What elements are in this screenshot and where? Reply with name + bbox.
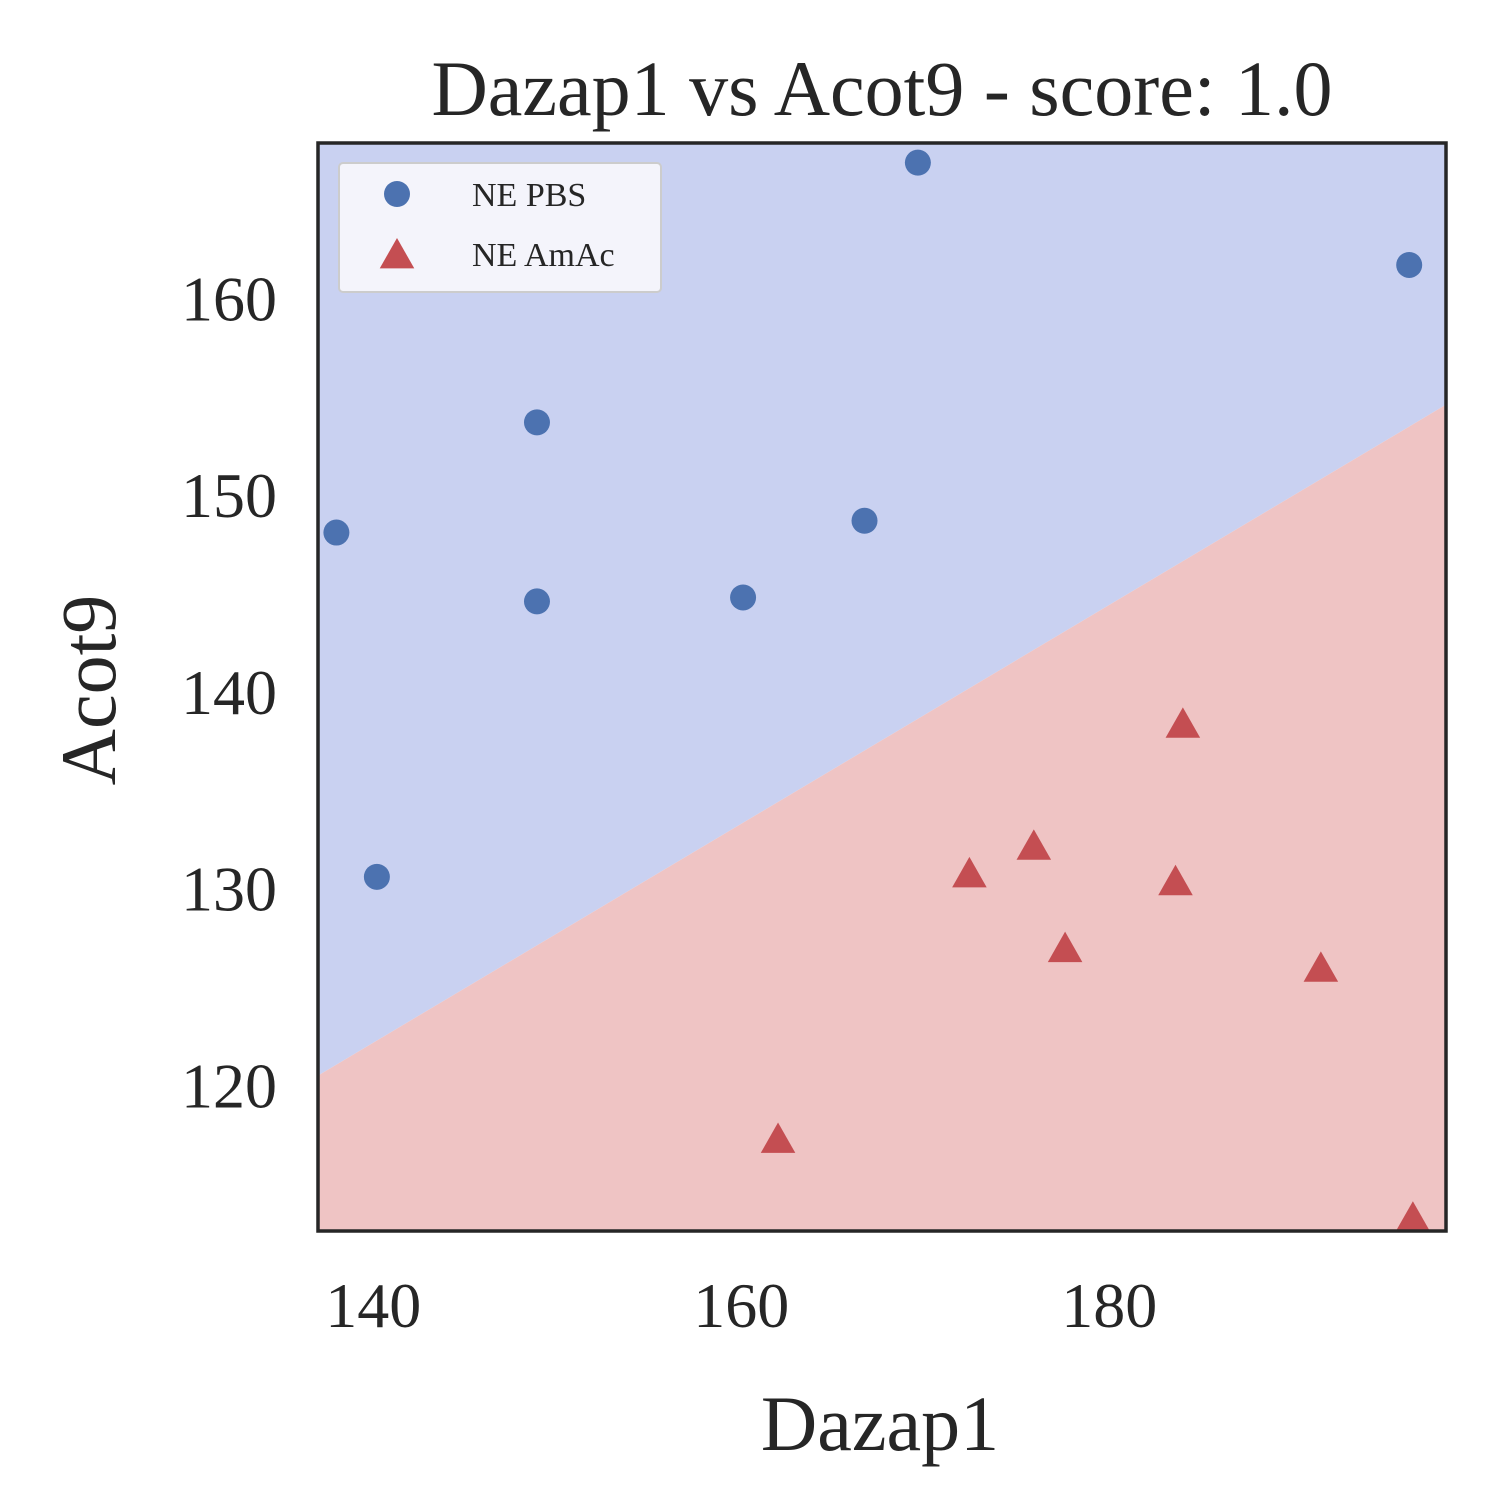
decision-regions <box>318 143 1446 1231</box>
region-ne-pbs <box>318 143 1446 1076</box>
y-tick-label: 140 <box>181 657 277 728</box>
data-point-circle <box>523 409 550 436</box>
data-point-circle <box>904 149 931 176</box>
y-tick-label: 150 <box>181 460 277 531</box>
legend-box <box>338 162 662 293</box>
y-axis-label: Acot9 <box>45 595 132 786</box>
y-tick-label: 120 <box>181 1050 277 1121</box>
x-axis-ticks: 140 160 180 <box>325 1270 1157 1341</box>
legend-marker-circle <box>384 181 410 207</box>
data-point-triangle <box>760 1122 796 1153</box>
data-point-triangle <box>1165 707 1201 738</box>
data-point-triangle <box>1303 951 1339 982</box>
data-point-triangle <box>1047 931 1083 963</box>
data-point-triangle <box>1395 1201 1430 1231</box>
data-point-triangle <box>1158 864 1193 896</box>
data-points <box>323 149 1430 1231</box>
data-point-circle <box>1396 251 1423 278</box>
x-axis-label: Dazap1 <box>761 1380 999 1467</box>
x-tick-label: 180 <box>1061 1270 1157 1341</box>
region-ne-amac <box>318 404 1446 1231</box>
data-point-circle <box>851 507 878 534</box>
plot-frame <box>316 141 1448 1233</box>
data-point-circle <box>363 863 390 890</box>
y-tick-label: 160 <box>181 263 277 334</box>
legend: NE PBS NE AmAc <box>338 162 662 293</box>
y-tick-label: 130 <box>181 854 277 925</box>
legend-label: NE AmAc <box>472 237 615 274</box>
chart-title: Dazap1 vs Acot9 - score: 1.0 <box>431 45 1332 132</box>
data-point-triangle <box>1016 829 1052 860</box>
y-axis-ticks: 120 130 140 150 160 <box>181 263 277 1121</box>
data-point-circle <box>730 584 757 611</box>
legend-marker-triangle <box>379 238 415 269</box>
x-tick-label: 140 <box>325 1270 421 1341</box>
data-point-circle <box>323 519 350 546</box>
legend-label: NE PBS <box>472 177 586 214</box>
data-point-triangle <box>952 856 987 888</box>
x-tick-label: 160 <box>693 1270 789 1341</box>
data-point-circle <box>523 588 550 615</box>
